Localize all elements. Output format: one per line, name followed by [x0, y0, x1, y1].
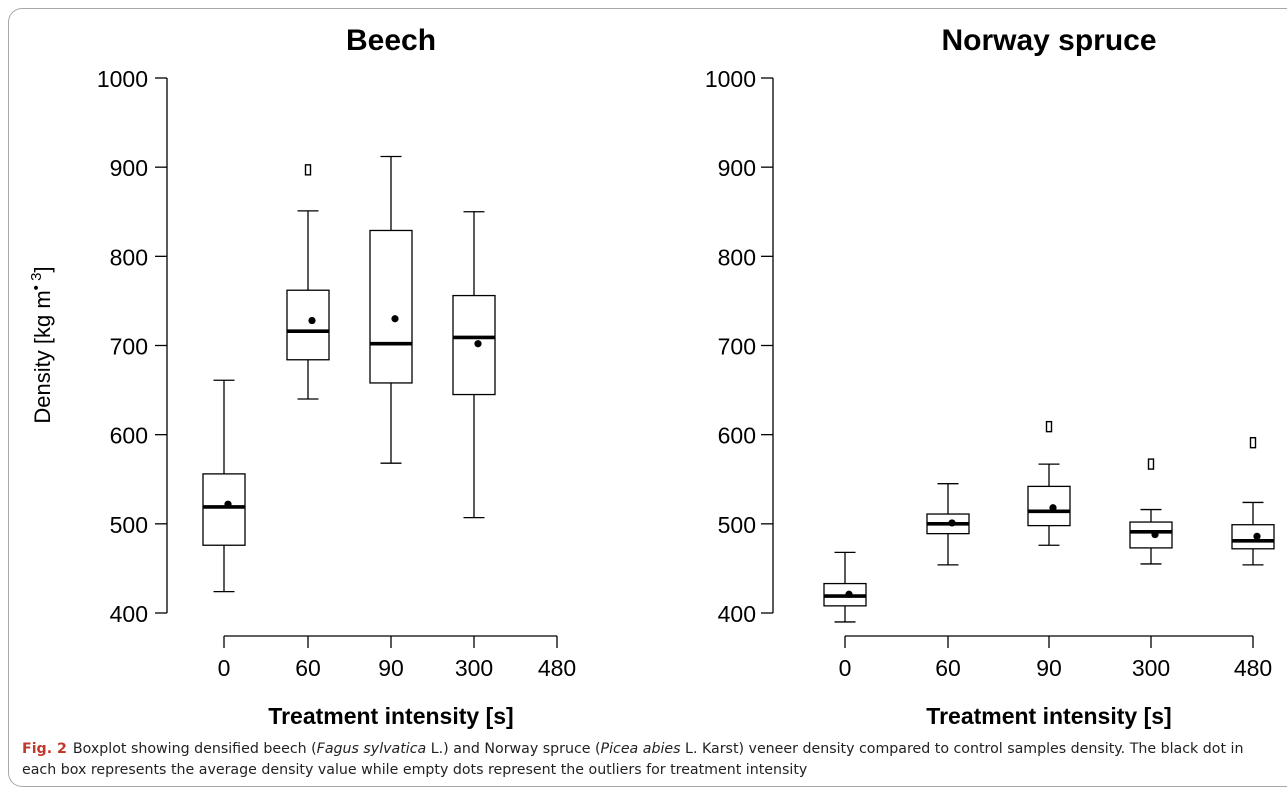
box-90 [1027, 420, 1071, 546]
y-tick-label: 800 [110, 244, 148, 270]
y-axis-label: Density [kg m• 3] [28, 266, 55, 423]
figure-frame [8, 8, 1287, 787]
box-60 [926, 483, 970, 566]
box-90 [369, 155, 413, 464]
x-tick-label: 300 [455, 655, 493, 681]
y-axis-label-close: ] [30, 266, 55, 272]
y-tick-label: 400 [718, 601, 756, 627]
caption-part: Picea abies [600, 741, 681, 757]
y-tick-label: 500 [718, 512, 756, 538]
mean-dot [1151, 530, 1159, 539]
x-tick-label: 480 [538, 655, 576, 681]
box-480 [1231, 436, 1275, 566]
x-tick-label: 90 [378, 655, 404, 681]
caption-part: L. Karst) veneer density compared to con… [22, 741, 1244, 778]
chart-title: Norway spruce [941, 24, 1156, 57]
y-tick-label: 600 [110, 423, 148, 449]
y-tick-label: 900 [110, 155, 148, 181]
box-0 [202, 379, 246, 593]
iqr-box [369, 229, 413, 384]
y-tick-label: 600 [718, 423, 756, 449]
box-60 [286, 164, 330, 400]
caption-text: Boxplot showing densified beech (Fagus s… [22, 741, 1243, 778]
y-axis-label-exponent: • 3 [28, 273, 45, 291]
y-tick-label: 500 [110, 512, 148, 538]
caption-part: Fagus sylvatica [316, 741, 427, 757]
mean-dot [1049, 504, 1057, 512]
y-axis-label-text: Density [kg m [30, 290, 55, 423]
x-tick-label: 0 [839, 655, 852, 681]
y-tick-label: 800 [718, 244, 756, 270]
x-tick-label: 90 [1036, 655, 1062, 681]
x-tick-label: 0 [218, 655, 231, 681]
x-tick-label: 480 [1234, 655, 1272, 681]
x-axis-label: Treatment intensity [s] [268, 703, 513, 729]
box-300 [452, 211, 496, 519]
iqr-box [1027, 485, 1071, 527]
figure-label: Fig. 2 [22, 741, 67, 757]
y-tick-label: 1000 [97, 66, 148, 92]
caption-part: L.) and Norway spruce ( [426, 741, 601, 757]
y-tick-label: 1000 [705, 66, 756, 92]
figure-caption: Fig. 2 Boxplot showing densified beech (F… [22, 739, 1277, 781]
iqr-box [1231, 524, 1275, 550]
chart-title: Beech [346, 24, 436, 57]
box-300 [1129, 458, 1173, 565]
iqr-box [202, 473, 246, 546]
y-tick-label: 900 [718, 155, 756, 181]
box-0 [823, 551, 867, 623]
mean-dot [845, 590, 853, 598]
outlier-marker [1147, 458, 1155, 470]
mean-dot [948, 519, 956, 527]
iqr-box [286, 289, 330, 361]
caption-part: Boxplot showing densified beech ( [72, 741, 317, 757]
outlier-marker [304, 164, 312, 176]
iqr-box [1129, 521, 1173, 549]
mean-dot [391, 315, 399, 323]
y-tick-label: 700 [110, 334, 148, 360]
x-axis-label: Treatment intensity [s] [926, 703, 1171, 729]
mean-dot [1253, 532, 1261, 540]
mean-dot [308, 316, 316, 325]
mean-dot [474, 340, 482, 348]
iqr-box [452, 294, 496, 396]
outlier-marker [1249, 436, 1257, 449]
outlier-marker [1045, 420, 1053, 433]
beech-panel: Beech 400 500 600 700 800 900 1000 0 60 90 300 480 Tr… [28, 24, 576, 729]
mean-dot [224, 500, 232, 508]
x-tick-label: 60 [295, 655, 321, 681]
y-tick-label: 400 [110, 601, 148, 627]
y-tick-label: 700 [718, 334, 756, 360]
x-tick-label: 60 [935, 655, 961, 681]
x-tick-label: 300 [1132, 655, 1170, 681]
norway-spruce-panel: Norway spruce 400 500 600 700 800 900 1000 0 60 90… [705, 24, 1275, 729]
